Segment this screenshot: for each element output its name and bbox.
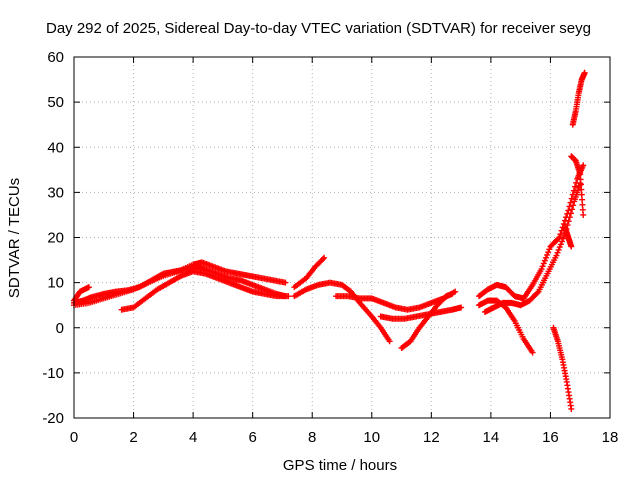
data-point (581, 69, 588, 76)
series-track-7 (333, 288, 459, 313)
data-point (529, 349, 536, 356)
y-tick-label: 10 (47, 275, 64, 292)
data-points (71, 69, 588, 412)
data-point (577, 181, 584, 188)
x-tick-label: 18 (602, 429, 619, 446)
data-point (560, 220, 567, 227)
data-point (546, 246, 553, 253)
data-point (555, 246, 562, 253)
data-point (540, 260, 547, 267)
data-point (568, 405, 575, 412)
data-point (580, 211, 587, 218)
y-tick-label: 60 (47, 49, 64, 66)
series-track-4 (71, 259, 289, 309)
data-point (567, 210, 574, 217)
data-point (568, 243, 575, 250)
plot-frame (73, 56, 611, 419)
x-axis-label: GPS time / hours (283, 457, 397, 474)
data-point (534, 289, 541, 296)
series-track-9 (398, 290, 456, 352)
y-tick-label: -20 (42, 410, 64, 427)
x-tick-label: 12 (423, 429, 440, 446)
data-point (554, 249, 561, 256)
data-point (577, 171, 584, 178)
series-track-8 (377, 304, 465, 322)
data-point (580, 162, 587, 169)
data-point (386, 338, 393, 345)
data-point (578, 186, 585, 193)
x-tick-label: 16 (542, 429, 559, 446)
data-point (544, 251, 551, 258)
y-tick-label: 0 (56, 320, 64, 337)
x-tick-label: 8 (308, 429, 316, 446)
data-point (539, 263, 546, 270)
series-track-15 (550, 324, 575, 412)
y-tick-label: 30 (47, 184, 64, 201)
data-point (570, 202, 577, 209)
data-point (577, 176, 584, 183)
y-axis-label: SDTVAR / TECUs (6, 178, 23, 298)
data-point (545, 249, 552, 256)
data-point (572, 183, 579, 190)
data-point (556, 234, 563, 241)
y-tick-label: -10 (42, 365, 64, 382)
data-point (541, 257, 548, 264)
x-tick-label: 6 (248, 429, 256, 446)
series-track-2 (71, 284, 92, 304)
axis-ticks: 0 2 4 6 8 10 12 14 16 18 -20 -10 0 10 20 30 40 50 60 (42, 49, 618, 446)
y-tick-label: 50 (47, 94, 64, 111)
x-tick-label: 14 (483, 429, 500, 446)
chart-title: Day 292 of 2025, Sidereal Day-to-day VTE… (46, 20, 591, 37)
data-point (564, 222, 571, 229)
data-point (558, 238, 565, 245)
data-point (579, 206, 586, 213)
y-tick-label: 20 (47, 230, 64, 247)
x-tick-label: 10 (363, 429, 380, 446)
data-point (565, 218, 572, 225)
data-point (320, 255, 327, 262)
data-point (538, 266, 545, 273)
series-track-6 (291, 279, 393, 345)
data-point (553, 252, 560, 259)
data-point (449, 290, 456, 297)
data-point (557, 241, 564, 248)
data-point (579, 201, 586, 208)
data-point (458, 304, 465, 311)
data-point (566, 214, 573, 221)
data-point (542, 254, 549, 261)
series-track-5 (291, 254, 328, 291)
data-point (556, 244, 563, 251)
data-point (282, 279, 289, 286)
y-tick-label: 40 (47, 139, 64, 156)
data-point (560, 235, 567, 242)
data-point (578, 191, 585, 198)
series-track-13 (568, 153, 587, 218)
series-track-14 (569, 69, 588, 128)
data-point (85, 284, 92, 291)
data-point (579, 196, 586, 203)
series-track-16 (562, 225, 575, 250)
data-point (557, 231, 564, 238)
x-tick-label: 2 (129, 429, 137, 446)
data-point (285, 293, 292, 300)
x-tick-label: 4 (189, 429, 197, 446)
data-point (321, 254, 328, 261)
data-point (569, 206, 576, 213)
series-track-3 (118, 268, 292, 313)
x-tick-label: 0 (70, 429, 78, 446)
